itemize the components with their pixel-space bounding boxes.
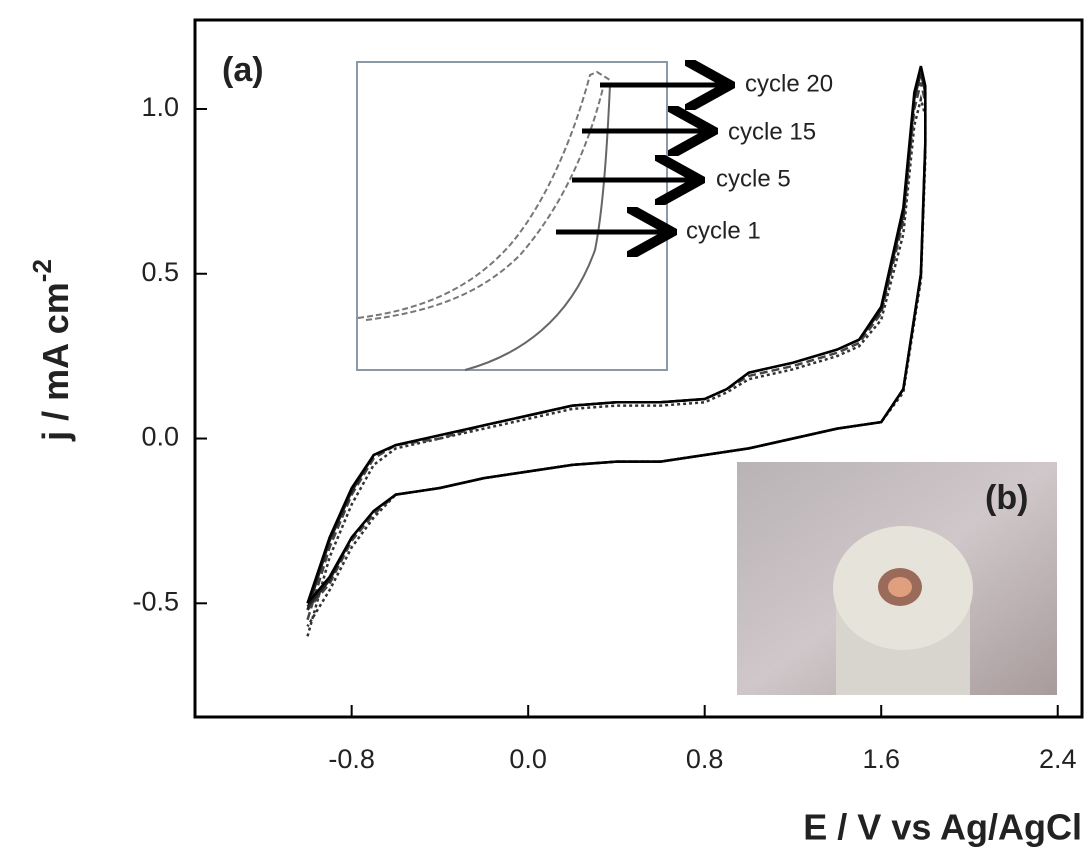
inset-label: cycle 15	[728, 118, 816, 145]
plot-frame	[193, 18, 1084, 719]
annotation: (a)	[222, 51, 264, 89]
photo-disk	[888, 577, 912, 597]
x-tick-label: 0.8	[686, 744, 724, 774]
x-axis-label: E / V vs Ag/AgCl	[803, 807, 1082, 848]
plot-marks	[306, 65, 927, 637]
x-tick-label: 0.0	[509, 744, 547, 774]
y-axis-label-sup: -2	[27, 259, 57, 282]
x-tick-label: -0.8	[328, 744, 375, 774]
y-axis-label: j / mA cm-2	[27, 259, 76, 442]
inset-label: cycle 20	[745, 70, 833, 97]
inset: cycle 20 cycle 15 cycle 5 cycle 1	[356, 61, 833, 371]
cv-curve	[306, 65, 927, 605]
y-tick-label: 1.0	[141, 92, 179, 122]
y-axis-label-text: j / mA cm	[35, 282, 76, 442]
photo	[737, 462, 1057, 695]
annotation: (b)	[985, 479, 1028, 517]
x-tick-label: 2.4	[1039, 744, 1077, 774]
y-tick-label: 0.5	[141, 257, 179, 287]
inset-label: cycle 1	[686, 217, 761, 244]
y-tick-label: 0.0	[141, 422, 179, 452]
inset-curve	[357, 70, 611, 321]
inset-curve	[464, 84, 611, 371]
x-tick-label: 1.6	[862, 744, 900, 774]
inset-frame	[356, 61, 668, 371]
inset-label: cycle 5	[716, 165, 791, 192]
y-tick-label: -0.5	[132, 586, 179, 616]
